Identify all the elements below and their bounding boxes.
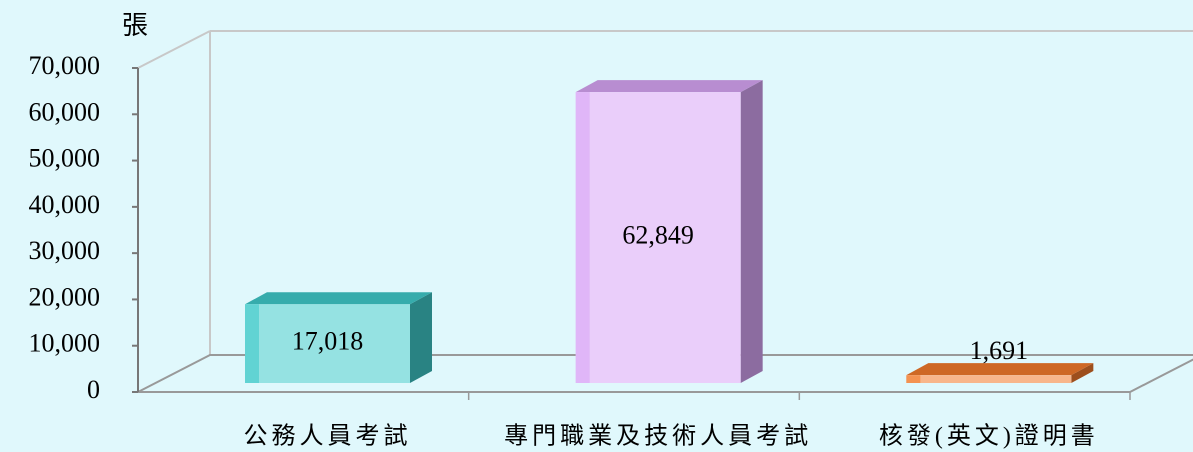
back-wall xyxy=(209,30,1193,355)
bar-front xyxy=(575,92,741,384)
y-tick-label: 70,000 xyxy=(29,51,101,80)
bar xyxy=(906,363,1094,383)
value-label: 62,849 xyxy=(622,221,694,250)
value-label: 1,691 xyxy=(970,336,1029,365)
bar xyxy=(245,292,432,383)
bar-side xyxy=(410,292,432,383)
bar-top xyxy=(575,80,763,93)
y-tick-label: 30,000 xyxy=(29,236,101,265)
bar-side xyxy=(1071,363,1094,383)
bar-top xyxy=(245,292,432,305)
x-tick-label: 核發(英文)證明書 xyxy=(879,423,1099,450)
bar-front xyxy=(906,375,1072,383)
bar-side xyxy=(740,80,763,384)
bar-front-edge xyxy=(906,375,921,383)
x-tick-label: 專門職業及技術人員考試 xyxy=(504,423,812,450)
bar-top xyxy=(906,363,1094,376)
y-tick-label: 50,000 xyxy=(29,144,101,173)
y-tick-label: 0 xyxy=(87,375,100,404)
y-tick-label: 60,000 xyxy=(29,97,101,126)
bar-front xyxy=(245,304,410,383)
y-tick-label: 40,000 xyxy=(29,190,101,219)
value-label: 17,018 xyxy=(292,327,364,356)
y-axis-label: 張 xyxy=(122,11,148,40)
bar xyxy=(575,80,763,384)
side-wall-edge xyxy=(137,30,211,69)
x-tick-label: 公務人員考試 xyxy=(244,423,412,450)
bar-front-edge xyxy=(575,92,590,384)
y-tick-label: 10,000 xyxy=(29,329,101,358)
y-tick-label: 20,000 xyxy=(29,282,101,311)
bar-front-edge xyxy=(245,304,259,383)
